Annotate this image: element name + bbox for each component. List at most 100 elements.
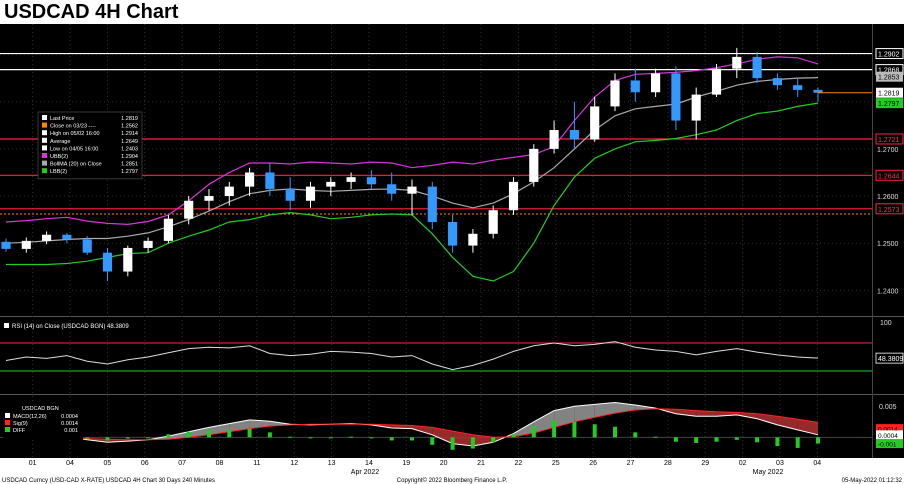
x-tick-label: 06 [141, 460, 149, 467]
macd-diff-bar [369, 437, 374, 439]
macd-fill [675, 409, 697, 417]
macd-tag-label: 0.0004 [878, 433, 898, 440]
candle-body [407, 186, 417, 194]
chart-background [0, 24, 904, 484]
macd-legend-box [3, 402, 83, 440]
candle-body [630, 80, 640, 93]
macd-legend-value: 0.0014 [61, 421, 78, 427]
footer-left: USDCAD Curncy (USD-CAD X-RATE) USDCAD 4H… [2, 478, 215, 484]
candle-body [224, 186, 234, 197]
macd-tag-label: -0.001 [878, 442, 897, 449]
macd-fill [777, 416, 798, 430]
rsi-y-tick-label: 100 [880, 320, 892, 327]
x-tick-label: 27 [627, 460, 635, 467]
reference-tag [875, 169, 904, 181]
macd-y-tick-label: 0.005 [879, 404, 897, 411]
macd-diff-bar [552, 420, 557, 438]
x-tick-label: 02 [739, 460, 747, 467]
macd-legend-value: 0.001 [64, 428, 78, 434]
candle-body [711, 68, 722, 95]
x-tick-label: 05 [104, 460, 112, 467]
legend-swatch [42, 160, 47, 166]
price-tag [876, 87, 903, 98]
x-tick-label: 28 [664, 460, 672, 467]
legend-swatch [42, 153, 47, 158]
macd-diff-bar [491, 437, 496, 443]
candle-body [123, 247, 133, 272]
candle-body [245, 172, 255, 187]
macd-fill [574, 404, 595, 422]
macd-diff-bar [470, 437, 475, 449]
reference-tag [875, 133, 904, 145]
rsi-panel: RSI (14) on Close (USDCAD BGN) 48.380950… [0, 320, 904, 372]
macd-diff-bar [410, 437, 414, 441]
x-tick-label: 12 [290, 460, 298, 467]
candle-body [488, 210, 498, 234]
candle-body [305, 186, 316, 201]
x-tick-label: 25 [552, 460, 560, 467]
macd-diff-bar [572, 421, 577, 438]
legend-swatch [42, 137, 47, 143]
candle-body [102, 252, 113, 272]
legend-box [37, 111, 143, 180]
legend-value: 1.2562 [121, 124, 138, 130]
macd-diff-bar [511, 434, 516, 438]
rsi-value-tag [875, 352, 904, 364]
macd-legend-swatch [5, 420, 10, 425]
candle-body [508, 181, 519, 211]
macd-diff-bar [592, 424, 597, 438]
candle-body [468, 233, 478, 246]
price-tag-label: 1.2819 [878, 91, 900, 98]
macd-diff-bar [328, 437, 333, 439]
x-tick-label: 20 [440, 460, 448, 467]
legend-label: UBB(2) [50, 154, 68, 160]
x-tick-label: 08 [216, 460, 224, 467]
macd-diff-bar [714, 437, 719, 442]
candle-body [21, 240, 31, 249]
legend-swatch [42, 122, 47, 128]
macd-fill [412, 425, 433, 435]
macd-diff-bar [146, 437, 151, 439]
candle-body [82, 239, 92, 253]
macd-fill [472, 434, 494, 447]
candle-body [610, 80, 620, 107]
macd-diff-bar [531, 426, 536, 438]
legend-swatch [42, 168, 47, 174]
candle-body [752, 56, 762, 79]
legend-label: High on 05/02 16:00 [50, 131, 100, 137]
candle-body [184, 200, 194, 219]
macd-legend-swatch [5, 427, 10, 432]
legend-label: Close on 03/23 ---- [50, 124, 96, 130]
legend-value: 1.2851 [121, 162, 138, 168]
candle-body [1, 241, 11, 249]
rsi-legend-swatch [4, 323, 9, 328]
main-legend: Last Price 1.2819 Close on 03/23 ---- 1.256… [37, 111, 143, 180]
x-tick-label: 22 [515, 460, 523, 467]
footer-center: Copyright© 2022 Bloomberg Finance L.P. [397, 477, 508, 484]
price-tag-label: 1.2797 [878, 101, 900, 108]
price-tag [876, 71, 903, 82]
macd-signal-line [6, 408, 819, 441]
macd-diff-bar [795, 437, 800, 448]
candlesticks [1, 47, 823, 281]
macd-diff-bar [105, 437, 110, 441]
macd-legend-swatch [5, 413, 10, 418]
legend-value: 1.2403 [121, 146, 138, 152]
y-tick-label: 1.2400 [877, 288, 899, 295]
macd-diff-bar [430, 437, 435, 445]
candle-body [772, 78, 782, 86]
macd-diff-bar [349, 436, 354, 438]
footer: USDCAD Curncy (USD-CAD X-RATE) USDCAD 4H… [2, 477, 903, 484]
macd-diff-bar [816, 437, 820, 444]
series-line-ubb2 [5, 56, 819, 226]
candle-body [427, 186, 437, 222]
macd-diff-bar [755, 437, 760, 443]
macd-diff-bar [613, 426, 617, 438]
candle-body [529, 148, 539, 182]
candle-body [691, 94, 701, 121]
candle-body [448, 222, 458, 246]
macd-diff-bar [734, 437, 739, 440]
rsi-value-tag-label: 48.3809 [878, 356, 903, 363]
x-tick-label: 13 [328, 460, 336, 467]
macd-diff-bar [633, 432, 638, 438]
